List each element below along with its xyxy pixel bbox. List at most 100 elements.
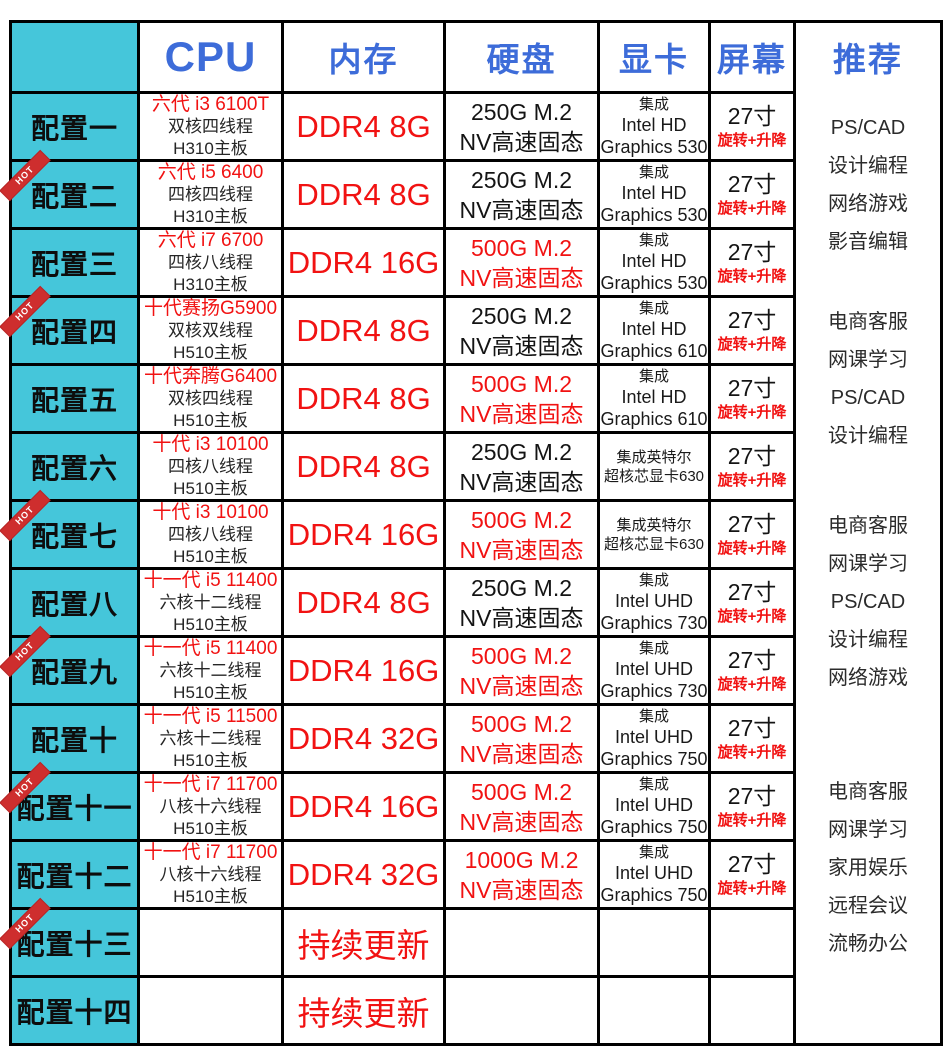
screen-cell: 27寸 旋转+升降 bbox=[708, 295, 793, 363]
screen-size: 27寸 bbox=[727, 170, 777, 197]
row-label-cell: HOT 配置二 bbox=[0, 149, 137, 227]
cpu-line: H510主板 bbox=[173, 343, 248, 362]
cpu-line: 八核十六线程 bbox=[159, 797, 262, 816]
screen-size: 27寸 bbox=[727, 646, 777, 673]
row-label-cell: HOT 配置七 bbox=[0, 489, 137, 567]
disk-cell: 250G M.2 NV高速固态 bbox=[443, 91, 597, 159]
memory-cell: DDR4 16G bbox=[281, 499, 443, 567]
row-label: 配置二 bbox=[30, 180, 118, 212]
memory-cell: DDR4 8G bbox=[281, 431, 443, 499]
cpu-line: 十代 i3 10100 bbox=[152, 502, 269, 523]
disk-line: 250G M.2 bbox=[471, 166, 572, 193]
cpu-line: H510主板 bbox=[173, 683, 248, 702]
memory-cell: DDR4 16G bbox=[281, 227, 443, 295]
disk-line: NV高速固态 bbox=[459, 536, 584, 563]
disk-line: 250G M.2 bbox=[471, 574, 572, 601]
recommend-item: PS/CAD bbox=[830, 117, 906, 139]
header-screen-cell: 屏幕 bbox=[708, 23, 793, 91]
memory-value: DDR4 16G bbox=[287, 652, 440, 688]
screen-size: 27寸 bbox=[727, 510, 777, 537]
memory-value: DDR4 16G bbox=[287, 516, 440, 552]
recommend-item: 影音编辑 bbox=[828, 231, 908, 253]
memory-value: DDR4 8G bbox=[296, 176, 431, 212]
screen-feature: 旋转+升降 bbox=[717, 335, 787, 353]
cpu-cell: 十代奔腾G6400 双核四线程 H510主板 bbox=[137, 363, 281, 431]
cpu-line: H510主板 bbox=[173, 411, 248, 430]
cpu-line: H310主板 bbox=[173, 139, 248, 158]
screen-cell: 27寸 旋转+升降 bbox=[708, 567, 793, 635]
cpu-line: H510主板 bbox=[173, 479, 248, 498]
cpu-line: H310主板 bbox=[173, 207, 248, 226]
disk-line: NV高速固态 bbox=[459, 332, 584, 359]
cpu-cell: 十代 i3 10100 四核八线程 H510主板 bbox=[137, 499, 281, 567]
row-label-cell: HOT 配置十三 bbox=[0, 897, 137, 975]
recommend-item: 网络游戏 bbox=[828, 667, 908, 689]
gpu-line: 集成 bbox=[638, 232, 669, 249]
cpu-cell bbox=[137, 975, 281, 1043]
gpu-line: 集成 bbox=[638, 300, 669, 317]
row-label-cell: HOT 配置十一 bbox=[0, 761, 137, 839]
disk-cell: 500G M.2 NV高速固态 bbox=[443, 363, 597, 431]
recommend-group: PS/CAD 设计编程 网络游戏 影音编辑 bbox=[796, 91, 940, 295]
memory-value: DDR4 8G bbox=[296, 108, 431, 144]
gpu-line: Intel HD bbox=[621, 115, 687, 135]
disk-line: 1000G M.2 bbox=[464, 846, 579, 873]
disk-line: 500G M.2 bbox=[471, 370, 572, 397]
gpu-cell: 集成 Intel HD Graphics 610 bbox=[597, 295, 708, 363]
row-label-cell: HOT 配置四 bbox=[0, 285, 137, 363]
screen-feature: 旋转+升降 bbox=[717, 539, 787, 557]
config-table: CPU 内存 硬盘 显卡 屏幕 推荐 PS/CAD 设计编程 网络游戏 影音编辑 电商客… bbox=[0, 20, 943, 1046]
cpu-line: 六代 i5 6400 bbox=[157, 162, 264, 183]
memory-value: DDR4 32G bbox=[287, 720, 440, 756]
screen-cell: 27寸 旋转+升降 bbox=[708, 227, 793, 295]
screen-feature: 旋转+升降 bbox=[717, 607, 787, 625]
disk-line: NV高速固态 bbox=[459, 128, 584, 155]
cpu-line: 六核十二线程 bbox=[159, 729, 262, 748]
header-disk-label: 硬盘 bbox=[486, 41, 557, 78]
screen-feature: 旋转+升降 bbox=[717, 199, 787, 217]
recommend-groups: PS/CAD 设计编程 网络游戏 影音编辑 电商客服 网课学习 PS/CAD 设计编程 电商客服… bbox=[796, 91, 940, 1043]
recommend-item: 网课学习 bbox=[828, 819, 908, 841]
disk-cell: 1000G M.2 NV高速固态 bbox=[443, 839, 597, 907]
gpu-line: 集成英特尔 bbox=[616, 448, 692, 466]
cpu-line: 十代奔腾G6400 bbox=[143, 366, 278, 387]
memory-value: DDR4 8G bbox=[296, 312, 431, 348]
memory-cell: DDR4 16G bbox=[281, 635, 443, 703]
screen-size: 27寸 bbox=[727, 850, 777, 877]
recommend-item: 网课学习 bbox=[828, 553, 908, 575]
cpu-cell: 十一代 i7 11700 八核十六线程 H510主板 bbox=[137, 839, 281, 907]
cpu-cell: 十一代 i5 11500 六核十二线程 H510主板 bbox=[137, 703, 281, 771]
screen-cell: 27寸 旋转+升降 bbox=[708, 839, 793, 907]
recommend-item: 流畅办公 bbox=[828, 933, 908, 955]
screen-cell: 27寸 旋转+升降 bbox=[708, 363, 793, 431]
gpu-line: Graphics 750 bbox=[600, 885, 708, 905]
gpu-line: Intel UHD bbox=[614, 591, 694, 611]
cpu-line: 六核十二线程 bbox=[159, 593, 262, 612]
header-config-cell bbox=[12, 23, 137, 91]
recommend-group: 电商客服 网课学习 家用娱乐 远程会议 流畅办公 bbox=[796, 771, 940, 1043]
screen-size: 27寸 bbox=[727, 238, 777, 265]
row-label: 配置九 bbox=[30, 656, 118, 688]
cpu-line: 双核四线程 bbox=[168, 117, 253, 136]
row-label: 配置十四 bbox=[16, 996, 133, 1028]
recommend-item: 电商客服 bbox=[828, 311, 908, 333]
screen-size: 27寸 bbox=[727, 102, 777, 129]
disk-line: 500G M.2 bbox=[471, 234, 572, 261]
memory-cell: DDR4 8G bbox=[281, 159, 443, 227]
disk-cell: 250G M.2 NV高速固态 bbox=[443, 431, 597, 499]
cpu-line: 四核八线程 bbox=[168, 253, 253, 272]
gpu-line: Intel HD bbox=[621, 251, 687, 271]
gpu-cell: 集成 Intel HD Graphics 530 bbox=[597, 159, 708, 227]
row-label: 配置七 bbox=[30, 520, 118, 552]
recommend-item: 家用娱乐 bbox=[828, 857, 908, 879]
header-screen-label: 屏幕 bbox=[717, 41, 787, 78]
cpu-cell: 六代 i5 6400 四核四线程 H310主板 bbox=[137, 159, 281, 227]
memory-value: DDR4 8G bbox=[296, 584, 431, 620]
recommend-item: 设计编程 bbox=[828, 425, 908, 447]
gpu-line: Intel UHD bbox=[614, 863, 694, 883]
gpu-line: 集成 bbox=[638, 844, 669, 861]
row-label-cell: 配置一 bbox=[12, 91, 137, 159]
cpu-line: 十一代 i7 11700 bbox=[143, 774, 278, 795]
screen-cell bbox=[708, 907, 793, 975]
gpu-line: 集成 bbox=[638, 164, 669, 181]
